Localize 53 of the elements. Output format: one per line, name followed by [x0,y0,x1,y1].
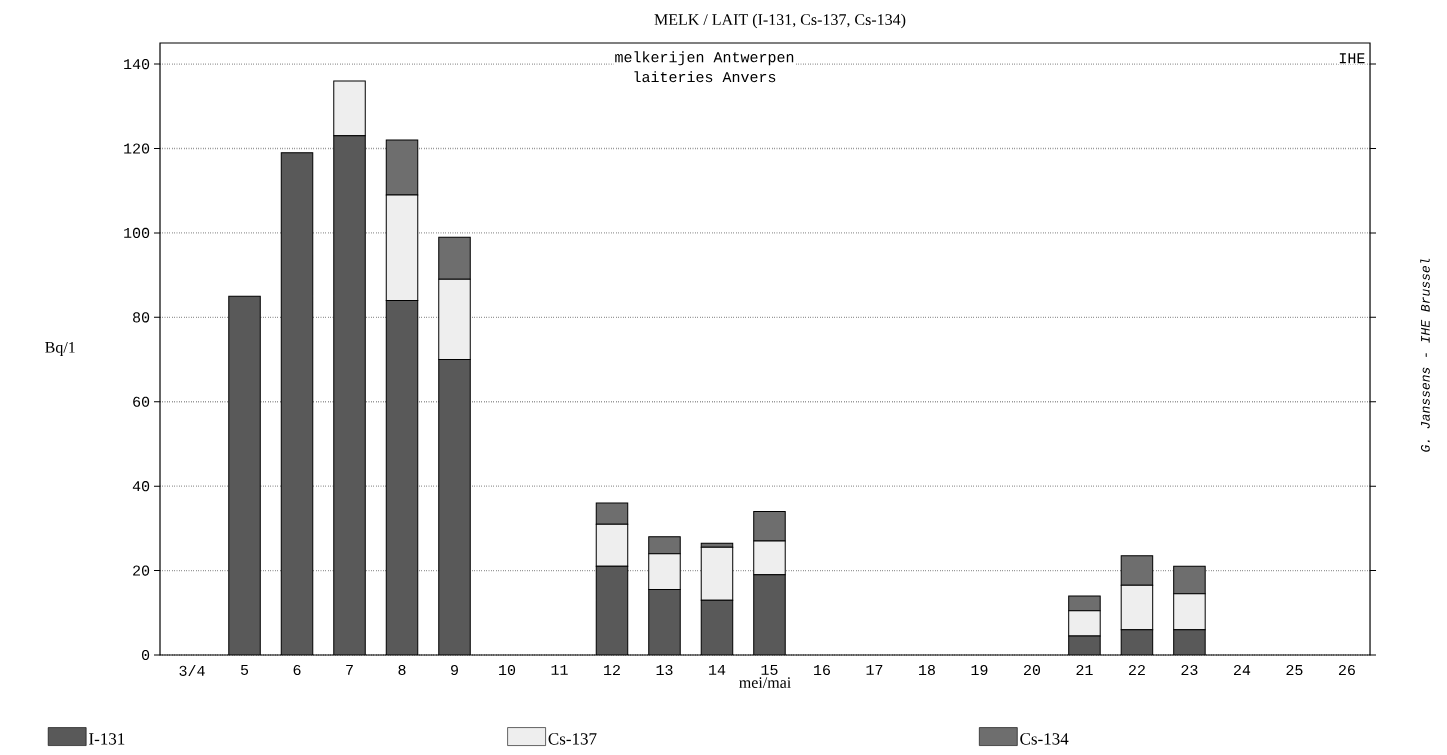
x-tick-label: 26 [1338,664,1355,676]
bar [280,152,314,655]
x-tick-label: 17 [866,664,883,675]
x-tick-label: 18 [919,664,935,676]
x-tick-label: 3/4 [179,664,205,676]
bar [1120,629,1154,655]
annotation: IHE [1339,53,1365,64]
bar [700,546,734,601]
y-axis-title: Bq/1 [45,342,75,356]
x-tick-label: 24 [1233,664,1251,675]
x-tick-label: 11 [551,664,568,675]
x-tick-label: 14 [709,664,726,675]
annotation: melkerijen Antwerpen [615,51,794,66]
y-tick-label: 20 [133,565,150,576]
chart-title: MELK / LAIT (I-131, Cs-137, Cs-134) [654,13,906,29]
legend-label: Cs-134 [1020,733,1069,745]
x-tick-label: 7 [346,664,353,675]
x-tick-label: 13 [656,664,673,676]
y-tick-label: 0 [141,649,150,661]
y-tick-label: 60 [133,396,150,407]
bar [648,589,681,655]
y-tick-label: 80 [133,312,150,323]
y-tick-label: 100 [124,227,150,239]
bar [228,295,261,655]
y-tick-label: 140 [124,59,150,70]
y-tick-label: 120 [124,143,150,154]
y-tick-label: 40 [132,481,150,492]
bar [1173,629,1206,655]
x-tick-label: 16 [814,664,830,676]
annotation: laiteries Anvers [634,71,776,83]
bar [438,359,471,655]
x-tick-label: 25 [1286,664,1303,676]
x-tick-label: 22 [1128,664,1145,675]
x-tick-label: 19 [971,664,988,676]
x-tick-label: 8 [398,664,406,676]
x-tick-label: 5 [240,664,249,675]
bar [385,299,419,655]
bar [700,599,734,655]
legend-label: Cs-137 [548,733,597,745]
x-tick-label: 23 [1181,664,1198,676]
x-tick-label: 9 [451,664,458,676]
x-axis-title: mei/mai [739,677,791,688]
bar [753,574,786,655]
x-tick-label: 12 [604,664,620,675]
x-tick-label: 6 [293,664,301,676]
bar [595,565,629,655]
x-tick-label: 20 [1024,664,1041,676]
legend-label: I-131 [89,733,125,745]
x-tick-label: 10 [499,664,516,676]
x-tick-label: 21 [1076,664,1093,675]
x-tick-label: 15 [761,664,778,675]
bar [333,135,366,655]
text: G. Janssens - IHE Brussel [1420,258,1430,452]
